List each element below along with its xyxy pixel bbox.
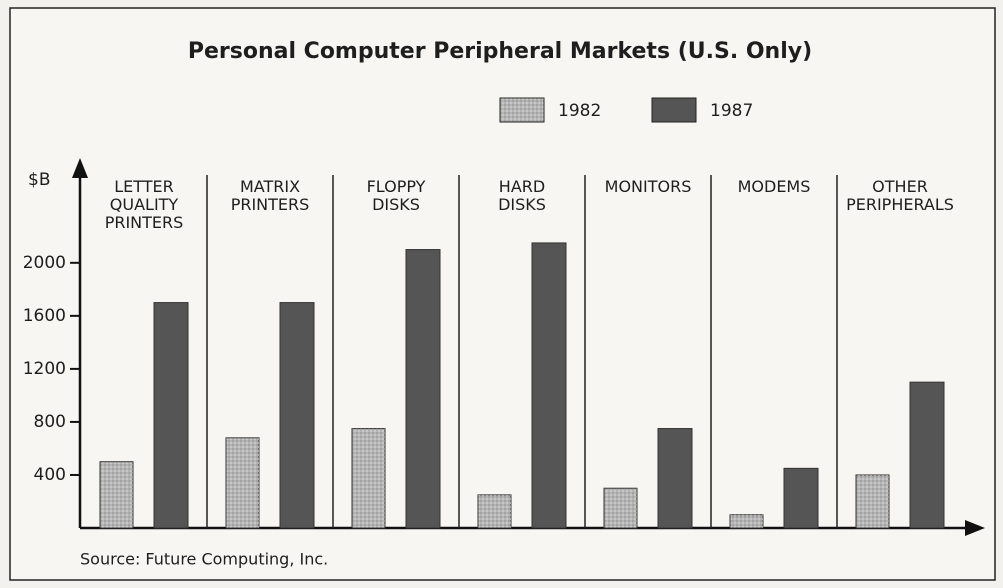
- legend-label: 1982: [558, 101, 601, 121]
- bar-texture: [100, 461, 133, 528]
- bar: [405, 249, 441, 529]
- x-axis-arrow: [965, 520, 985, 536]
- legend-swatch: [651, 97, 697, 123]
- bar-texture: [604, 488, 637, 528]
- bar-texture: [352, 428, 385, 528]
- source: Source: Future Computing, Inc.: [80, 550, 328, 569]
- x-tick-label: OTHER PERIPHERALS: [846, 177, 954, 214]
- chart-title: Personal Computer Peripheral Markets (U.…: [188, 39, 812, 64]
- bar-texture: [226, 437, 259, 528]
- bar-texture: [730, 514, 763, 528]
- x-tick-label: FLOPPY DISKS: [366, 177, 426, 214]
- bar-texture: [856, 474, 889, 528]
- bar-texture: [478, 494, 511, 528]
- y-tick-label: 2000: [23, 253, 66, 273]
- x-tick-label: LETTER QUALITY PRINTERS: [104, 177, 184, 232]
- bar: [279, 302, 315, 529]
- bar: [153, 302, 189, 529]
- y-tick-label: 1600: [23, 306, 66, 326]
- x-tick-label: MONITORS: [604, 177, 692, 196]
- legend-swatch-texture: [500, 98, 544, 122]
- y-tick-label: 1200: [23, 359, 66, 379]
- bar: [783, 467, 819, 529]
- x-tick-label: HARD DISKS: [498, 177, 546, 214]
- x-tick-label: MATRIX PRINTERS: [230, 177, 310, 214]
- legend-label: 1987: [710, 101, 753, 121]
- y-axis-arrow: [72, 158, 88, 178]
- bar: [909, 381, 945, 529]
- bar: [657, 428, 693, 529]
- x-tick-label: MODEMS: [737, 177, 811, 196]
- bar: [531, 242, 567, 529]
- y-tick-label: 400: [34, 465, 66, 485]
- y-axis-label: $B: [28, 170, 50, 190]
- y-tick-label: 800: [34, 412, 66, 432]
